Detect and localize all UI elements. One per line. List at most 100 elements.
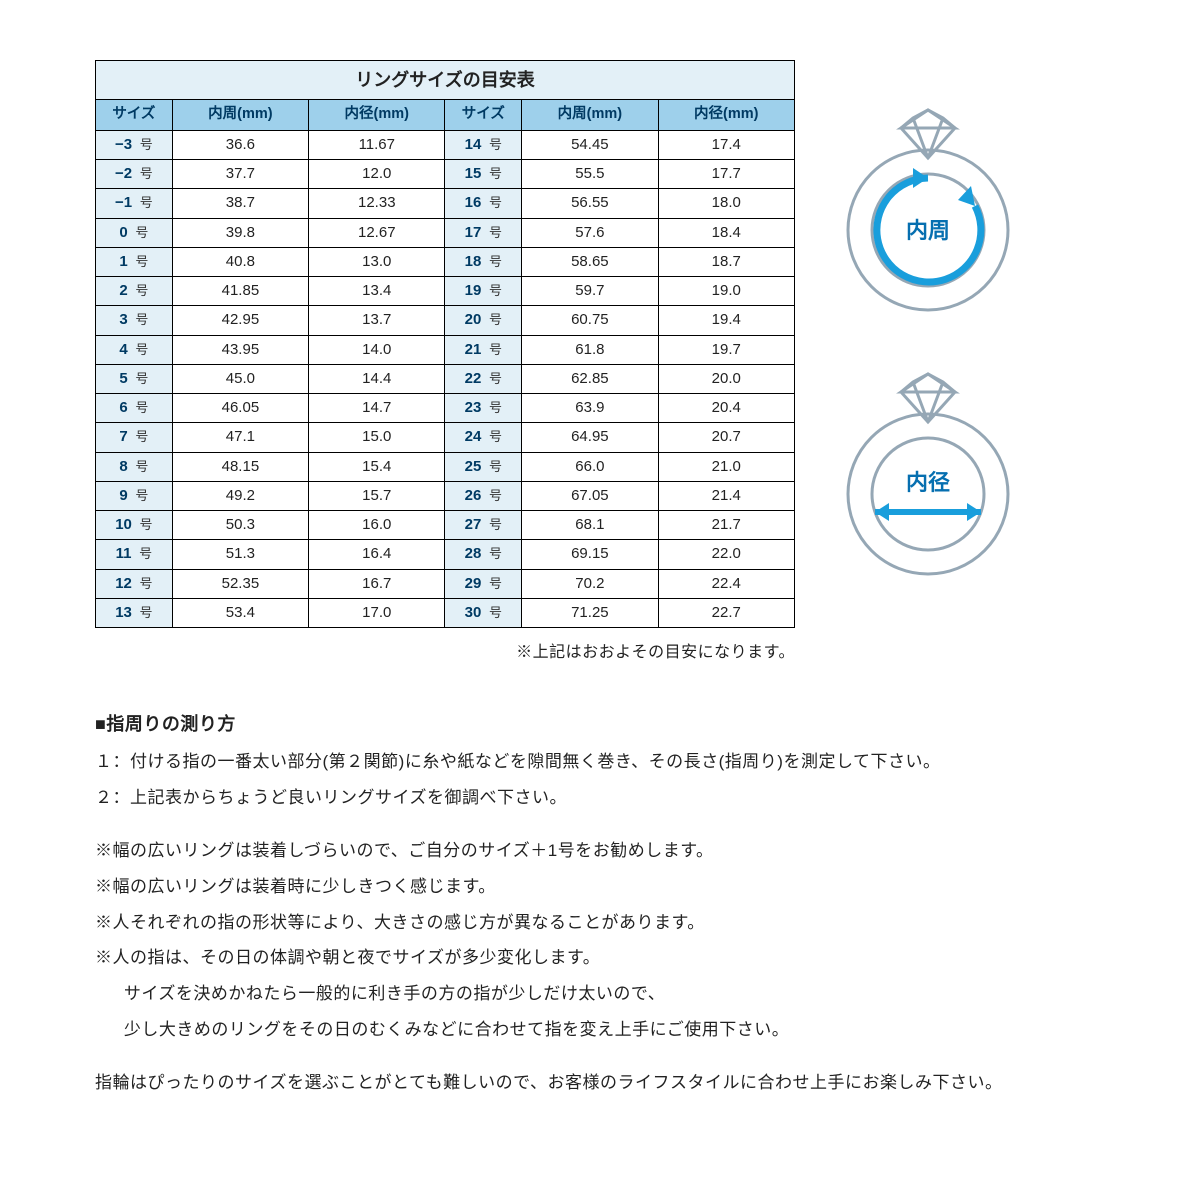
ring-diagrams: 内周 内径 (833, 60, 1043, 582)
size-cell: 17 号 (445, 218, 522, 247)
circ-cell: 42.95 (172, 306, 308, 335)
ring-circumference-icon: 内周 (833, 108, 1023, 318)
diam-cell: 21.4 (658, 481, 794, 510)
diam-cell: 13.0 (309, 247, 445, 276)
circ-cell: 71.25 (522, 598, 658, 627)
circ-cell: 55.5 (522, 160, 658, 189)
size-cell: 10 号 (96, 511, 173, 540)
circ-cell: 45.0 (172, 364, 308, 393)
size-cell: 19 号 (445, 277, 522, 306)
diam-cell: 15.0 (309, 423, 445, 452)
table-row: 2 号41.8513.419 号59.719.0 (96, 277, 795, 306)
diam-cell: 22.4 (658, 569, 794, 598)
note-4a: サイズを決めかねたら一般的に利き手の方の指が少しだけ太いので、 (95, 976, 1130, 1012)
size-cell: 30 号 (445, 598, 522, 627)
step-2: ２：上記表からちょうど良いリングサイズを御調べ下さい。 (95, 780, 1130, 816)
col-diam-2: 内径(mm) (658, 100, 794, 131)
circ-cell: 56.55 (522, 189, 658, 218)
diam-cell: 21.7 (658, 511, 794, 540)
circ-cell: 53.4 (172, 598, 308, 627)
size-cell: 7 号 (96, 423, 173, 452)
size-cell: 8 号 (96, 452, 173, 481)
table-row: 1 号40.813.018 号58.6518.7 (96, 247, 795, 276)
diam-cell: 18.0 (658, 189, 794, 218)
circ-cell: 43.95 (172, 335, 308, 364)
size-cell: 15 号 (445, 160, 522, 189)
size-cell: −3 号 (96, 130, 173, 159)
size-cell: 13 号 (96, 598, 173, 627)
circ-cell: 46.05 (172, 394, 308, 423)
table-row: 13 号53.417.030 号71.2522.7 (96, 598, 795, 627)
diam-cell: 15.4 (309, 452, 445, 481)
diam-cell: 19.4 (658, 306, 794, 335)
svg-text:内径: 内径 (906, 470, 950, 495)
table-row: 6 号46.0514.723 号63.920.4 (96, 394, 795, 423)
diam-cell: 17.0 (309, 598, 445, 627)
circ-cell: 38.7 (172, 189, 308, 218)
diam-cell: 17.4 (658, 130, 794, 159)
diam-cell: 13.4 (309, 277, 445, 306)
table-row: −2 号37.712.015 号55.517.7 (96, 160, 795, 189)
diam-cell: 12.33 (309, 189, 445, 218)
size-cell: 23 号 (445, 394, 522, 423)
circ-cell: 63.9 (522, 394, 658, 423)
table-row: 9 号49.215.726 号67.0521.4 (96, 481, 795, 510)
diam-cell: 22.7 (658, 598, 794, 627)
circ-cell: 57.6 (522, 218, 658, 247)
diam-cell: 20.4 (658, 394, 794, 423)
ring-size-table: リングサイズの目安表 サイズ 内周(mm) 内径(mm) サイズ 内周(mm) … (95, 60, 795, 628)
diam-cell: 14.4 (309, 364, 445, 393)
size-cell: −2 号 (96, 160, 173, 189)
diam-cell: 11.67 (309, 130, 445, 159)
size-cell: 6 号 (96, 394, 173, 423)
table-row: 5 号45.014.422 号62.8520.0 (96, 364, 795, 393)
diam-cell: 16.0 (309, 511, 445, 540)
diam-cell: 14.7 (309, 394, 445, 423)
circ-cell: 47.1 (172, 423, 308, 452)
diam-cell: 20.0 (658, 364, 794, 393)
circ-cell: 66.0 (522, 452, 658, 481)
size-cell: 29 号 (445, 569, 522, 598)
diam-cell: 14.0 (309, 335, 445, 364)
table-row: 12 号52.3516.729 号70.222.4 (96, 569, 795, 598)
col-size-2: サイズ (445, 100, 522, 131)
table-footnote: ※上記はおおよその目安になります。 (95, 638, 795, 662)
circ-cell: 50.3 (172, 511, 308, 540)
size-cell: 21 号 (445, 335, 522, 364)
size-cell: 20 号 (445, 306, 522, 335)
table-row: 4 号43.9514.021 号61.819.7 (96, 335, 795, 364)
circ-cell: 51.3 (172, 540, 308, 569)
size-cell: 4 号 (96, 335, 173, 364)
diam-cell: 13.7 (309, 306, 445, 335)
diam-cell: 18.7 (658, 247, 794, 276)
col-diam-1: 内径(mm) (309, 100, 445, 131)
diam-cell: 12.67 (309, 218, 445, 247)
section-title: ■指周りの測り方 (95, 706, 1130, 744)
size-cell: 11 号 (96, 540, 173, 569)
circ-cell: 52.35 (172, 569, 308, 598)
diam-cell: 21.0 (658, 452, 794, 481)
table-row: 3 号42.9513.720 号60.7519.4 (96, 306, 795, 335)
circ-cell: 39.8 (172, 218, 308, 247)
table-row: −1 号38.712.3316 号56.5518.0 (96, 189, 795, 218)
diam-cell: 19.0 (658, 277, 794, 306)
circ-cell: 58.65 (522, 247, 658, 276)
circ-cell: 36.6 (172, 130, 308, 159)
circ-cell: 49.2 (172, 481, 308, 510)
size-cell: 28 号 (445, 540, 522, 569)
table-row: 10 号50.316.027 号68.121.7 (96, 511, 795, 540)
instructions-block: ■指周りの測り方 １：付ける指の一番太い部分(第２関節)に糸や紙などを隙間無く巻… (95, 706, 1130, 1101)
note-4b: 少し大きめのリングをその日のむくみなどに合わせて指を変え上手にご使用下さい。 (95, 1012, 1130, 1048)
diam-cell: 12.0 (309, 160, 445, 189)
diam-cell: 16.4 (309, 540, 445, 569)
size-cell: 26 号 (445, 481, 522, 510)
circ-cell: 54.45 (522, 130, 658, 159)
step-1: １：付ける指の一番太い部分(第２関節)に糸や紙などを隙間無く巻き、その長さ(指周… (95, 744, 1130, 780)
diam-cell: 19.7 (658, 335, 794, 364)
table-row: 8 号48.1515.425 号66.021.0 (96, 452, 795, 481)
table-row: −3 号36.611.6714 号54.4517.4 (96, 130, 795, 159)
table-title: リングサイズの目安表 (96, 61, 795, 100)
size-cell: 9 号 (96, 481, 173, 510)
note-2: ※幅の広いリングは装着時に少しきつく感じます。 (95, 869, 1130, 905)
circ-cell: 62.85 (522, 364, 658, 393)
